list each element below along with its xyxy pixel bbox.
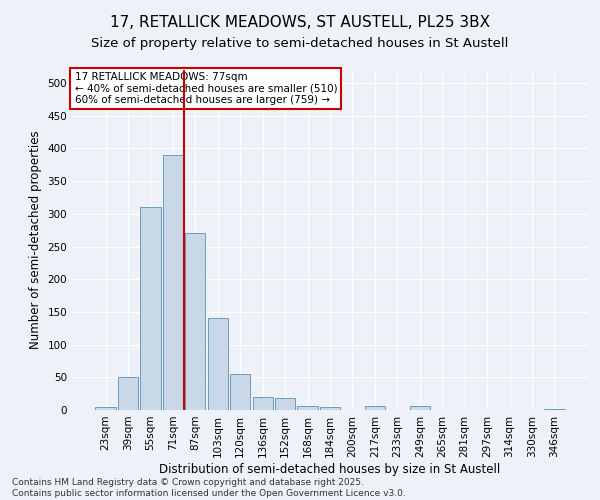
Bar [298,406,317,410]
Bar [365,406,385,410]
Bar [185,234,205,410]
Bar [118,378,138,410]
Bar [95,408,116,410]
Bar [163,155,183,410]
Bar [320,406,340,410]
Bar [140,206,161,410]
Bar [544,408,565,410]
X-axis label: Distribution of semi-detached houses by size in St Austell: Distribution of semi-detached houses by … [160,462,500,475]
Bar [275,398,295,410]
Text: Contains HM Land Registry data © Crown copyright and database right 2025.
Contai: Contains HM Land Registry data © Crown c… [12,478,406,498]
Y-axis label: Number of semi-detached properties: Number of semi-detached properties [29,130,42,350]
Text: 17 RETALLICK MEADOWS: 77sqm
← 40% of semi-detached houses are smaller (510)
60% : 17 RETALLICK MEADOWS: 77sqm ← 40% of sem… [74,72,337,105]
Bar [208,318,228,410]
Bar [253,397,273,410]
Text: Size of property relative to semi-detached houses in St Austell: Size of property relative to semi-detach… [91,38,509,51]
Bar [410,406,430,410]
Text: 17, RETALLICK MEADOWS, ST AUSTELL, PL25 3BX: 17, RETALLICK MEADOWS, ST AUSTELL, PL25 … [110,15,490,30]
Bar [230,374,250,410]
